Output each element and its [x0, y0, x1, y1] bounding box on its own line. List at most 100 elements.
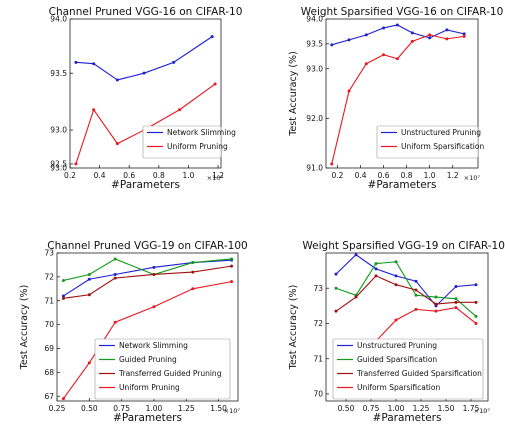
legend-box — [142, 125, 222, 159]
data-point — [454, 306, 458, 310]
data-point — [191, 287, 195, 291]
data-point — [364, 33, 368, 37]
data-point — [462, 32, 466, 36]
plot-frame — [325, 18, 479, 169]
y-tick-label: 92.0 — [306, 114, 323, 123]
y-tick-label: 70 — [313, 390, 323, 399]
data-point — [113, 320, 117, 324]
y-tick-label: 94.0 — [306, 15, 323, 24]
legend-entry-label: Unstructured Pruning — [357, 341, 437, 350]
x-tick-label: 0.6 — [378, 171, 390, 180]
series-network-slimming — [61, 258, 234, 298]
data-point — [347, 89, 351, 93]
series-line — [335, 261, 477, 317]
y-tick-label: 93.0 — [50, 126, 67, 135]
x-tick-label: 1.50 — [438, 404, 455, 413]
series-line — [63, 281, 232, 399]
data-point — [414, 288, 418, 292]
data-point — [410, 39, 414, 43]
data-point — [414, 293, 418, 297]
x-multiplier-label: ×10⁷ — [207, 174, 224, 182]
y-tick-label: 70 — [44, 320, 54, 329]
series-line — [63, 258, 232, 281]
data-point — [172, 60, 176, 64]
data-point — [374, 267, 378, 271]
x-tick-label: 0.4 — [355, 171, 367, 180]
x-tick-label: 0.50 — [81, 404, 98, 413]
x-axis-label: #Parameters — [111, 179, 180, 191]
legend: Network Slimming Guided Pruning Transferre… — [94, 338, 231, 400]
y-tick-label: 73 — [313, 284, 323, 293]
series-transferred-guided-pruning — [61, 264, 234, 300]
data-point — [474, 321, 478, 325]
data-point — [445, 37, 449, 41]
x-axis-label: #Parameters — [373, 412, 442, 424]
data-point — [474, 314, 478, 318]
data-point — [178, 108, 182, 112]
data-point — [87, 293, 91, 297]
chart-panel-4: Weight Sparsified VGG-19 on CIFAR-100 0.5… — [288, 240, 505, 424]
y-tick-label: 92.5 — [50, 160, 67, 169]
legend-entry-label: Uniform Sparsification — [357, 383, 440, 392]
y-tick-label: 93.5 — [306, 39, 323, 48]
data-point — [394, 283, 398, 287]
data-point — [115, 142, 119, 146]
legend-box — [94, 338, 231, 400]
y-tick-label: 94.0 — [50, 15, 67, 24]
data-point — [334, 286, 338, 290]
series-line — [75, 36, 213, 81]
data-point — [334, 272, 338, 276]
x-tick-label: 0.8 — [401, 171, 413, 180]
data-point — [334, 309, 338, 313]
data-point — [454, 300, 458, 304]
data-point — [230, 257, 234, 261]
x-tick-label: 1.75 — [463, 404, 480, 413]
data-point — [395, 57, 399, 61]
series-line — [75, 83, 216, 165]
data-point — [87, 277, 91, 281]
data-point — [87, 272, 91, 276]
x-tick-label: 1.25 — [413, 404, 430, 413]
data-point — [434, 295, 438, 299]
legend-entry-label: Transferred Guided Sparsification — [356, 369, 482, 378]
legend-entry-label: Network Slimming — [167, 128, 236, 137]
x-multiplier-label: ×10⁷ — [474, 407, 491, 415]
data-point — [414, 307, 418, 311]
y-tick-label: 68 — [44, 368, 54, 377]
data-point — [394, 318, 398, 322]
x-tick-label: 0.8 — [153, 171, 165, 180]
data-point — [213, 82, 217, 86]
x-tick-label: 1.0 — [182, 171, 194, 180]
data-point — [414, 279, 418, 283]
chart-panel-3: Channel Pruned VGG-19 on CIFAR-100 0.25 0.… — [19, 240, 248, 424]
data-point — [354, 253, 358, 257]
legend-entry-label: Network Slimming — [119, 341, 188, 350]
data-point — [61, 294, 65, 298]
data-point — [61, 296, 65, 300]
data-point — [374, 274, 378, 278]
y-tick-label: 93.0 — [50, 164, 67, 173]
data-point — [113, 272, 117, 276]
series-unstructured-pruning — [330, 23, 466, 47]
x-multiplier-label: ×10⁷ — [464, 174, 481, 182]
y-tick-label: 69 — [44, 344, 54, 353]
x-tick-label: 0.2 — [64, 171, 76, 180]
chart-title: Weight Sparsified VGG-19 on CIFAR-100 — [302, 240, 505, 252]
data-point — [410, 31, 414, 35]
x-tick-label: 1.00 — [146, 404, 163, 413]
series-uniform-pruning — [61, 280, 234, 401]
data-point — [230, 264, 234, 268]
x-axis-label: #Parameters — [113, 412, 182, 424]
x-tick-label: 0.6 — [123, 171, 135, 180]
x-axis-label: #Parameters — [368, 179, 437, 191]
x-multiplier-label: ×10⁷ — [224, 407, 241, 415]
series-uniform-sparsification — [330, 33, 466, 166]
y-tick-label: 93.5 — [50, 69, 67, 78]
series-line — [335, 275, 476, 312]
data-point — [445, 28, 449, 32]
data-point — [113, 257, 117, 261]
x-tick-label: 1.50 — [210, 404, 227, 413]
data-point — [92, 62, 96, 66]
y-axis-label: Test Accuracy (%) — [288, 285, 299, 371]
